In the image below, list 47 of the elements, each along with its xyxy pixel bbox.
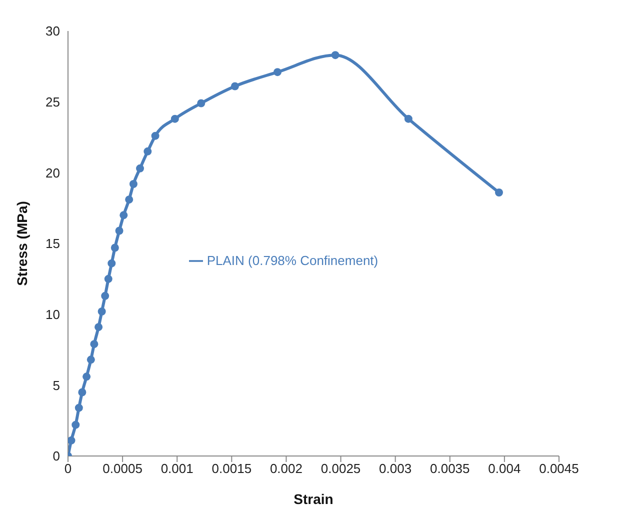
point bbox=[108, 259, 116, 268]
y-tick-label: 25 bbox=[46, 94, 60, 110]
point bbox=[273, 68, 282, 76]
point bbox=[120, 211, 128, 220]
point bbox=[230, 82, 239, 90]
point bbox=[72, 420, 80, 429]
point bbox=[82, 372, 91, 381]
point bbox=[404, 114, 412, 123]
point bbox=[78, 388, 86, 396]
y-tick-label: 15 bbox=[46, 236, 60, 252]
point bbox=[104, 274, 112, 283]
x-tick-label: 0.002 bbox=[270, 461, 302, 476]
x-axis-title: Strain bbox=[294, 491, 334, 507]
x-tick-label: 0.0035 bbox=[430, 461, 470, 476]
y-tick-label: 5 bbox=[52, 378, 60, 393]
x-tick-label: 0.001 bbox=[160, 461, 194, 476]
point bbox=[197, 99, 206, 108]
point bbox=[494, 188, 503, 196]
point bbox=[98, 308, 106, 316]
point bbox=[101, 292, 110, 300]
point bbox=[331, 51, 340, 60]
y-axis-title: Stress (MPa) bbox=[14, 201, 30, 286]
x-tick-label: 0.003 bbox=[379, 461, 412, 476]
y-tick-label: 10 bbox=[46, 306, 60, 322]
y-tick-label: 0 bbox=[52, 448, 60, 464]
point bbox=[144, 147, 152, 156]
point bbox=[68, 436, 76, 444]
x-tick-label: 0.0005 bbox=[102, 461, 142, 476]
x-tick-label: 0.004 bbox=[488, 461, 521, 476]
x-tick-label: 0.0015 bbox=[212, 461, 252, 476]
x-tick-label: 0 bbox=[64, 461, 72, 476]
y-tick-label: 20 bbox=[46, 165, 60, 180]
point bbox=[151, 132, 160, 140]
point bbox=[170, 114, 179, 123]
point bbox=[125, 196, 134, 204]
point bbox=[94, 323, 103, 332]
x-tick-label: 0.0045 bbox=[539, 461, 579, 476]
y-tick-label: 30 bbox=[46, 24, 60, 39]
point bbox=[136, 164, 144, 172]
point bbox=[86, 356, 95, 364]
point bbox=[110, 244, 119, 252]
x-tick-label: 0.0025 bbox=[320, 461, 361, 476]
point bbox=[74, 404, 83, 412]
point bbox=[90, 340, 98, 348]
point bbox=[129, 180, 138, 188]
legend-label: PLAIN (0.798% Confinement) bbox=[206, 252, 378, 268]
point bbox=[115, 226, 124, 235]
